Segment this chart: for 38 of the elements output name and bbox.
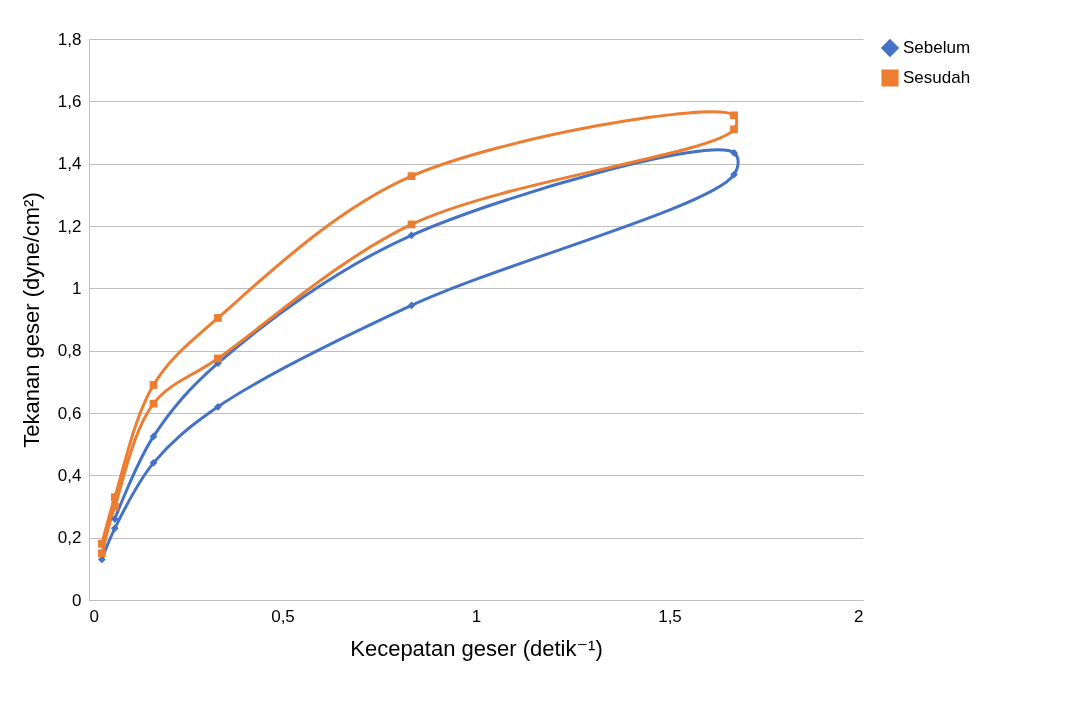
y-tick-label: 1 <box>72 278 82 298</box>
point <box>730 148 738 157</box>
point <box>110 524 119 533</box>
legend-label: Sebelum <box>903 38 971 57</box>
y-axis-title: Tekanan geser (dyne/cm²) <box>18 192 44 448</box>
point <box>149 399 158 408</box>
point <box>214 354 222 363</box>
point <box>149 432 158 441</box>
point <box>730 111 738 120</box>
x-tick-label: 1 <box>471 606 482 626</box>
point <box>730 125 738 134</box>
y-tick-label: 1,2 <box>57 216 82 236</box>
x-tick-label: 2 <box>854 606 864 626</box>
point <box>149 458 158 467</box>
x-tick-label: 0,5 <box>271 606 295 626</box>
point <box>149 381 158 389</box>
point <box>110 515 119 523</box>
x-tick-label: 1,5 <box>658 606 682 626</box>
point <box>110 493 119 502</box>
point <box>214 402 222 411</box>
y-tick-label: 0,8 <box>57 341 82 361</box>
legend-label: Sesudah <box>903 68 971 87</box>
y-tick-label: 0,2 <box>57 528 82 548</box>
y-tick-label: 0,6 <box>57 403 82 423</box>
point <box>98 540 106 548</box>
point <box>98 549 106 558</box>
x-axis-title: Kecepatan geser (detik⁻¹) <box>350 635 603 661</box>
point <box>407 172 416 181</box>
x-tick-label: 0 <box>89 606 99 626</box>
point <box>214 314 222 322</box>
y-tick-label: 0,4 <box>57 465 82 485</box>
point <box>730 170 738 179</box>
point <box>110 502 119 511</box>
y-tick-label: 0 <box>72 590 82 610</box>
y-tick-label: 1,8 <box>57 29 82 49</box>
y-tick-label: 1,4 <box>57 154 82 174</box>
point <box>407 231 416 240</box>
y-tick-label: 1,6 <box>57 91 82 111</box>
